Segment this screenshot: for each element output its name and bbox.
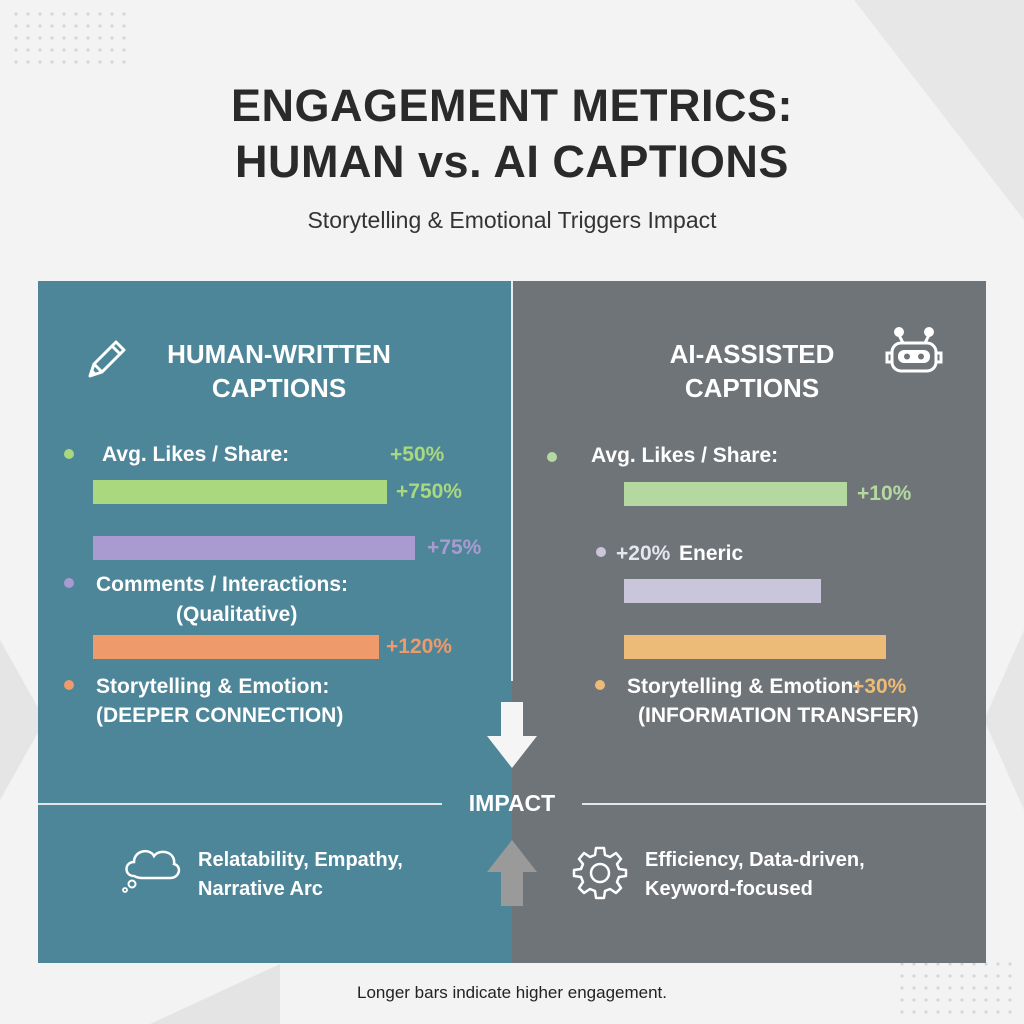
impact-divider-left [38,803,442,805]
human-impact-text-line-1: Relatability, Empathy, [198,849,403,871]
bullet-purple [64,578,74,588]
human-bar-storytelling [93,635,379,659]
human-story-label: Storytelling & Emotion: [96,675,330,698]
human-bar-comments-value: +75% [427,536,482,559]
ai-generic-label: Eneric [679,542,744,565]
footnote: Longer bars indicate higher engagement. [357,983,667,1002]
ai-generic-value: +20% [616,542,671,565]
ai-bar-likes-value: +10% [857,482,912,505]
ai-heading-line-1: AI-ASSISTED [669,339,835,369]
ai-likes-label: Avg. Likes / Share: [591,444,779,467]
bullet-green [547,452,557,462]
human-likes-label: Avg. Likes / Share: [102,443,290,466]
ai-bar-generic [624,579,821,603]
human-bar-likes-value: +750% [396,480,462,503]
arrow-up-icon [487,840,537,906]
bullet-green [64,449,74,459]
ai-heading: AI-ASSISTED CAPTIONS [640,337,864,405]
human-comments-sub: (Qualitative) [176,603,298,626]
human-heading-line-1: HUMAN-WRITTEN [167,339,391,369]
ai-bar-likes [624,482,847,506]
human-comments-label: Comments / Interactions: [96,573,349,596]
human-bar-likes [93,480,387,504]
ai-heading-line-2: CAPTIONS [684,373,820,403]
ai-story-label: Storytelling & Emotion: [627,675,861,698]
page-title: ENGAGEMENT METRICS: HUMAN vs. AI CAPTION… [0,78,1024,190]
bullet-lavender [596,547,606,557]
page-subtitle: Storytelling & Emotional Triggers Impact [307,207,717,233]
robot-icon [885,327,943,373]
gear-icon [572,846,628,900]
bullet-orange [64,680,74,690]
bullet-orange [595,680,605,690]
pencil-icon [88,340,126,378]
background-triangle [984,630,1024,810]
ai-impact-text-line-2: Keyword-focused [645,878,813,900]
arrow-down-icon [487,702,537,768]
ai-story-sub: (INFORMATION TRANSFER) [638,704,919,727]
background-triangle [854,0,1024,220]
human-heading: HUMAN-WRITTEN CAPTIONS [150,337,408,405]
dot-pattern [10,8,130,68]
human-heading-line-2: CAPTIONS [211,373,347,403]
ai-impact-text-line-1: Efficiency, Data-driven, [645,849,865,871]
title-line-1: ENGAGEMENT METRICS: [230,80,793,131]
center-divider [511,281,513,681]
human-bar-storytelling-value: +120% [386,635,452,658]
title-line-2: HUMAN vs. AI CAPTIONS [235,136,789,187]
ai-bar-storytelling [624,635,886,659]
human-bar-comments [93,536,415,560]
thought-cloud-icon [122,849,181,893]
dot-pattern [896,958,1016,1018]
human-likes-value: +50% [390,443,445,466]
background-triangle [0,640,45,800]
human-story-sub: (DEEPER CONNECTION) [96,704,344,727]
impact-label: IMPACT [468,790,556,816]
human-panel [38,281,512,963]
impact-divider-right [582,803,986,805]
human-impact-text-line-2: Narrative Arc [198,878,323,900]
ai-story-value: +30% [852,675,907,698]
background-triangle [150,964,280,1024]
ai-panel [512,281,986,963]
